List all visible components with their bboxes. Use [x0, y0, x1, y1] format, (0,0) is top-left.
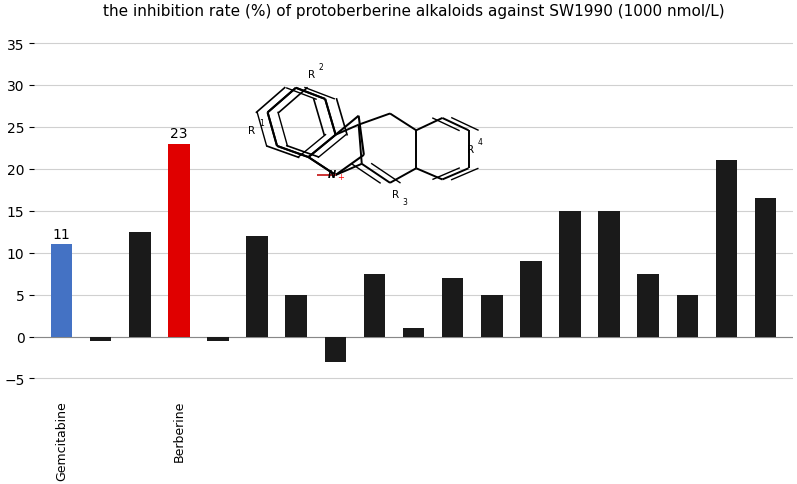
- Bar: [481, 295, 502, 337]
- Bar: [207, 337, 229, 341]
- Text: 2: 2: [319, 63, 324, 72]
- Text: 1: 1: [259, 119, 264, 128]
- Bar: [285, 295, 307, 337]
- Text: 23: 23: [171, 127, 187, 141]
- Bar: [520, 261, 542, 337]
- Bar: [324, 337, 346, 362]
- Text: 11: 11: [53, 227, 70, 242]
- Bar: [168, 144, 190, 337]
- Bar: [638, 274, 659, 337]
- Text: R: R: [391, 190, 398, 199]
- Bar: [442, 278, 463, 337]
- Text: 4: 4: [477, 137, 482, 147]
- Text: R: R: [308, 70, 315, 80]
- Text: +: +: [338, 172, 344, 182]
- Bar: [599, 212, 620, 337]
- Text: R: R: [249, 126, 256, 136]
- Bar: [677, 295, 698, 337]
- Bar: [246, 236, 268, 337]
- Bar: [90, 337, 112, 341]
- Bar: [402, 329, 424, 337]
- Text: N: N: [328, 169, 336, 180]
- Bar: [716, 161, 737, 337]
- Bar: [51, 245, 73, 337]
- Bar: [559, 212, 581, 337]
- Bar: [755, 199, 776, 337]
- Title: the inhibition rate (%) of protoberberine alkaloids against SW1990 (1000 nmol/L): the inhibition rate (%) of protoberberin…: [103, 4, 724, 19]
- Text: R: R: [467, 145, 474, 155]
- Text: 3: 3: [402, 198, 407, 207]
- Bar: [363, 274, 385, 337]
- Bar: [129, 232, 151, 337]
